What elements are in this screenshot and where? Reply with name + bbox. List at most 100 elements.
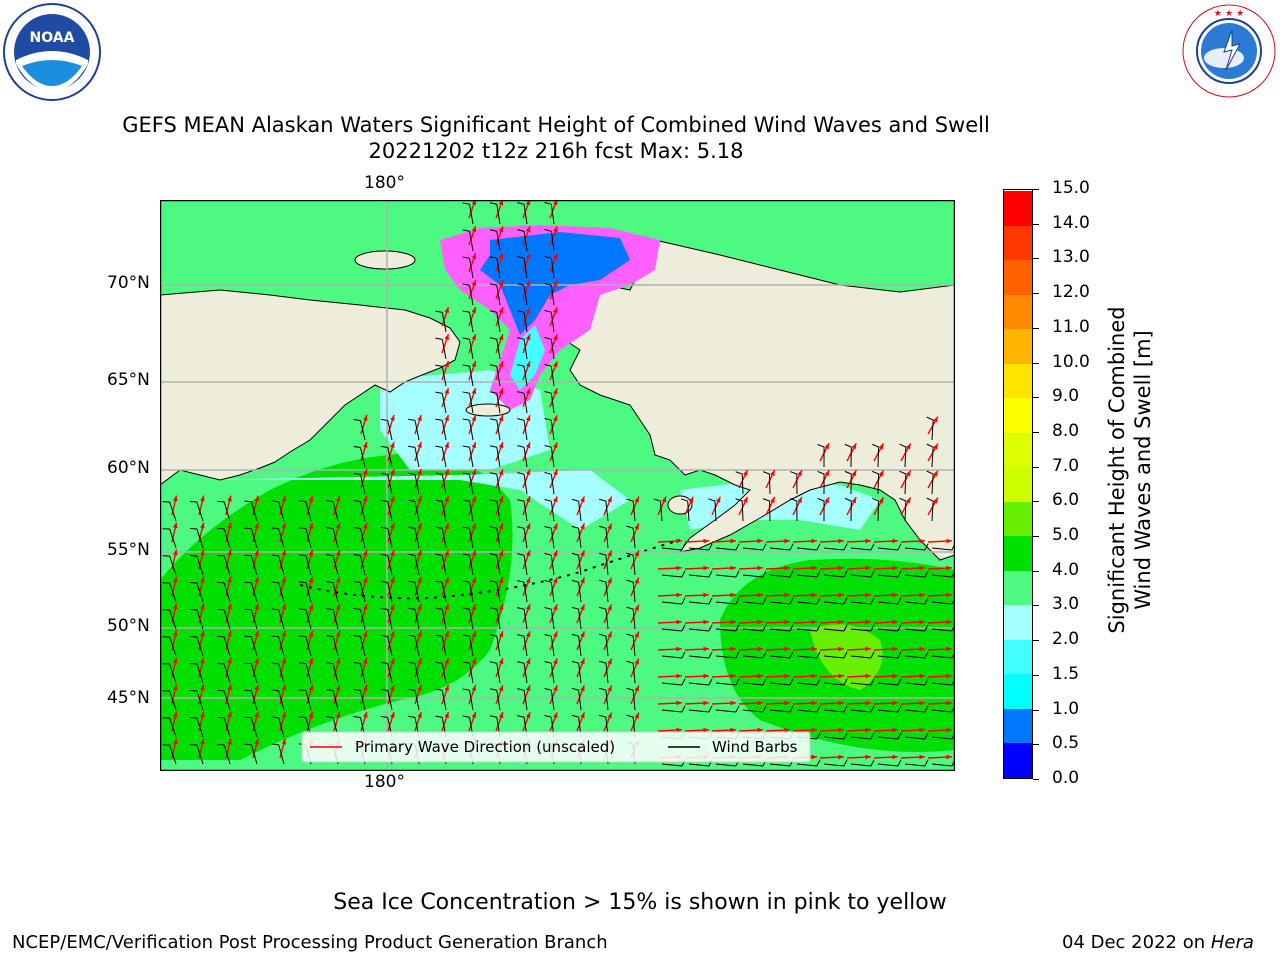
- wind-barb-staff: [742, 601, 763, 605]
- wind-barb-flag: [924, 705, 929, 713]
- wind-barb-flag: [244, 635, 252, 638]
- wave-arrow-head: [525, 577, 531, 584]
- wind-barb-staff: [278, 582, 285, 603]
- wind-barb-staff: [523, 447, 528, 468]
- wind-barb-flag: [544, 499, 552, 502]
- wind-barb-flag: [271, 716, 279, 719]
- wave-arrow-head: [417, 576, 422, 583]
- date-line: 04 Dec 2022 on Hera: [1062, 932, 1254, 953]
- wind-barb-flag: [271, 662, 279, 665]
- wave-arrow-head: [444, 577, 449, 584]
- wave-arrow-head: [525, 712, 531, 719]
- wind-barb-flag: [271, 581, 279, 584]
- wave-arrow-head: [362, 576, 368, 583]
- wind-barb-flag: [708, 651, 713, 659]
- wind-barb-flag: [517, 229, 525, 232]
- wind-barb-flag: [435, 472, 443, 475]
- wave-arrow-head: [811, 592, 817, 598]
- wind-barb-staff: [715, 601, 736, 605]
- wave-arrow-head: [838, 565, 844, 571]
- colorbar-tick-mark: [1033, 466, 1039, 468]
- nws-logo: ★ ★ ★: [1182, 4, 1276, 98]
- wind-barb-flag: [517, 202, 525, 205]
- wind-barb-staff: [877, 547, 898, 551]
- wave-arrow-head: [417, 522, 422, 529]
- wind-barb-staff: [877, 655, 898, 659]
- wave-arrow-head: [444, 442, 449, 449]
- wave-arrow-head: [892, 592, 898, 598]
- wave-arrow-head: [227, 711, 232, 718]
- wave-arrow-head: [607, 685, 612, 692]
- wave-arrow-head: [757, 673, 763, 679]
- wind-barb-staff: [931, 736, 952, 740]
- wind-barb-staff: [550, 528, 555, 549]
- wave-arrow-head: [390, 630, 395, 637]
- wave-arrow-head: [892, 565, 898, 571]
- wave-arrow-head: [892, 538, 898, 544]
- wave-arrow-head: [498, 442, 504, 449]
- wind-barb-staff: [359, 609, 366, 630]
- wind-barb-staff: [796, 709, 817, 713]
- wind-barb-flag: [897, 705, 902, 713]
- wind-barb-flag: [408, 688, 416, 691]
- wind-barb-flag: [217, 662, 225, 665]
- wind-barb-staff: [196, 690, 204, 711]
- wind-barb-flag: [326, 554, 334, 557]
- wave-arrow-head: [471, 253, 476, 260]
- wind-barb-staff: [359, 636, 366, 657]
- wave-arrow-head: [390, 414, 395, 421]
- wind-barb-flag: [626, 579, 634, 583]
- wave-arrow-head: [390, 657, 395, 664]
- wave-arrow-head: [553, 712, 558, 719]
- wind-barb-flag: [353, 419, 361, 422]
- wind-barb-staff: [496, 501, 501, 522]
- wave-arrow-head: [172, 495, 178, 502]
- wind-barb-staff: [387, 555, 393, 576]
- wind-barb-flag: [735, 678, 740, 686]
- wind-barb-staff: [496, 447, 501, 468]
- wind-barb-staff: [169, 663, 177, 684]
- wave-arrow-head: [498, 496, 504, 503]
- wave-arrow-head: [553, 469, 558, 476]
- wind-barb-staff: [278, 744, 285, 765]
- wind-barb-staff: [496, 393, 501, 414]
- wave-arrow-head: [444, 631, 449, 638]
- wind-barb-staff: [441, 528, 447, 549]
- wind-barb-staff: [169, 609, 177, 630]
- colorbar-tick-mark: [1033, 709, 1039, 711]
- wave-arrow-head: [634, 685, 639, 692]
- wave-arrow-head: [634, 604, 639, 611]
- wave-arrow-head: [919, 754, 925, 760]
- map-legend: Primary Wave Direction (unscaled) Wind B…: [301, 731, 811, 763]
- wind-barb-flag: [680, 498, 688, 502]
- wind-barb-staff: [931, 547, 952, 551]
- wind-barb-flag: [544, 202, 552, 205]
- wind-barb-staff: [904, 547, 925, 551]
- wind-barb-staff: [469, 555, 474, 576]
- lon-label-top: 180°: [364, 173, 405, 193]
- wind-barb-flag: [924, 624, 929, 632]
- wind-barb-flag: [326, 662, 334, 665]
- lon-label-bottom: 180°: [364, 772, 405, 792]
- wind-barb-staff: [414, 528, 420, 549]
- wind-barb-staff: [523, 663, 528, 684]
- wind-barb-flag: [217, 635, 225, 638]
- wind-barb-flag: [462, 337, 470, 340]
- colorbar-tick-mark: [1033, 431, 1039, 433]
- wind-barb-flag: [897, 732, 902, 740]
- wind-barb-staff: [469, 474, 474, 495]
- wave-arrow-head: [417, 603, 422, 610]
- wave-arrow-head: [390, 576, 395, 583]
- wave-arrow-head: [281, 684, 287, 691]
- wind-barb-staff: [605, 636, 609, 657]
- wind-barb-flag: [326, 608, 334, 611]
- wind-barb-flag: [870, 705, 875, 713]
- wave-arrow-head: [254, 576, 259, 583]
- wave-arrow-head: [471, 604, 476, 611]
- wind-barb-flag: [817, 497, 825, 502]
- wind-barb-staff: [823, 574, 844, 578]
- wave-arrow-head: [498, 226, 504, 233]
- wind-barb-flag: [244, 500, 252, 503]
- colorbar-tick-mark: [1033, 744, 1039, 746]
- wave-arrow-head: [946, 673, 952, 679]
